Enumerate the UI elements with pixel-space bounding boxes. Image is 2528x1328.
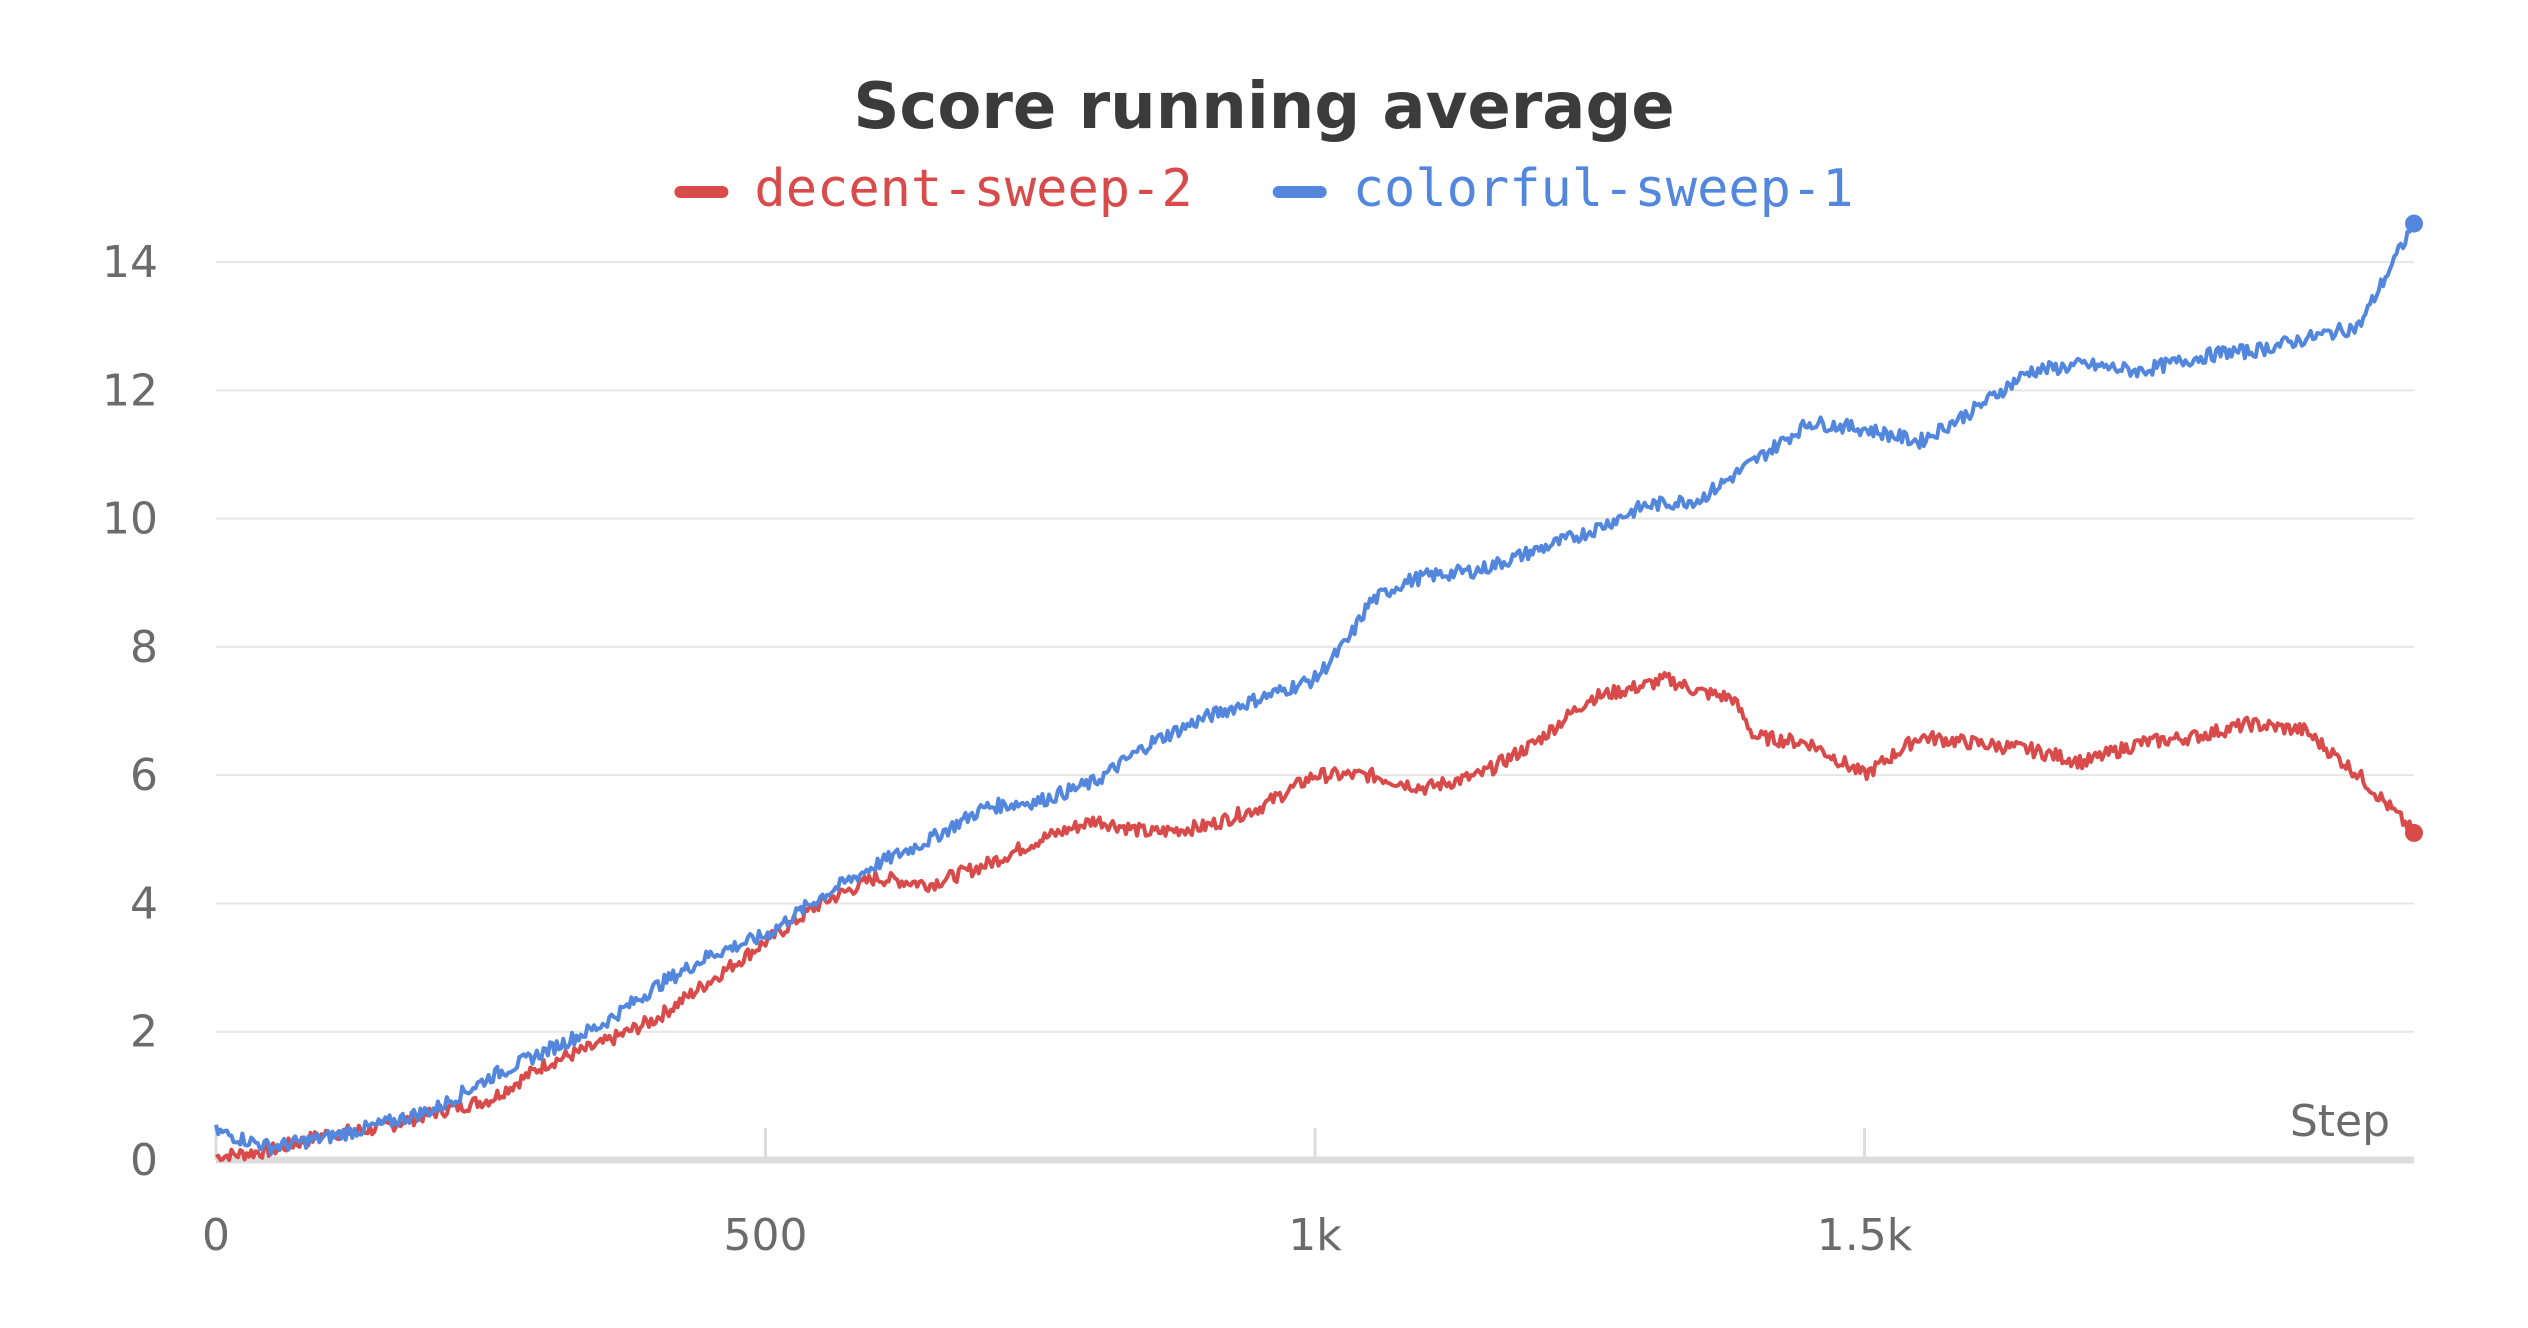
series-end-point [2405,823,2423,842]
legend-swatch [1272,186,1327,198]
x-tick-label: 0 [202,1210,230,1261]
y-tick-label: 0 [130,1135,158,1186]
legend-item-decent-sweep-2: decent-sweep-2 [674,159,1193,219]
y-tick-label: 14 [102,237,158,288]
gridlines [216,261,2414,1033]
series-line-decent-sweep-2 [215,671,2416,1162]
x-tick-label: 1.5k [1817,1210,1913,1261]
y-tick-label: 8 [130,622,158,673]
y-tick-label: 2 [130,1007,158,1058]
legend: decent-sweep-2 colorful-sweep-1 [674,159,1854,219]
y-tick-label: 10 [102,494,158,545]
y-tick-label: 12 [102,365,158,416]
x-axis: 0 500 1k 1.5k [202,1128,2414,1261]
legend-swatch [674,186,729,198]
y-tick-label: 4 [130,878,158,929]
legend-label: decent-sweep-2 [754,159,1192,219]
legend-item-colorful-sweep-1: colorful-sweep-1 [1272,159,1854,219]
series-line-colorful-sweep-1 [214,222,2416,1157]
chart-title: Score running average [853,70,1674,144]
legend-label: colorful-sweep-1 [1353,159,1854,219]
series-layer [214,214,2423,1162]
x-tick-label: 1k [1288,1210,1342,1261]
y-tick-label: 6 [130,750,158,801]
y-axis: 0 2 4 6 8 10 12 14 [102,237,158,1186]
series-end-point [2405,214,2423,233]
x-axis-label: Step [2290,1096,2390,1147]
x-tick-label: 500 [724,1210,808,1261]
